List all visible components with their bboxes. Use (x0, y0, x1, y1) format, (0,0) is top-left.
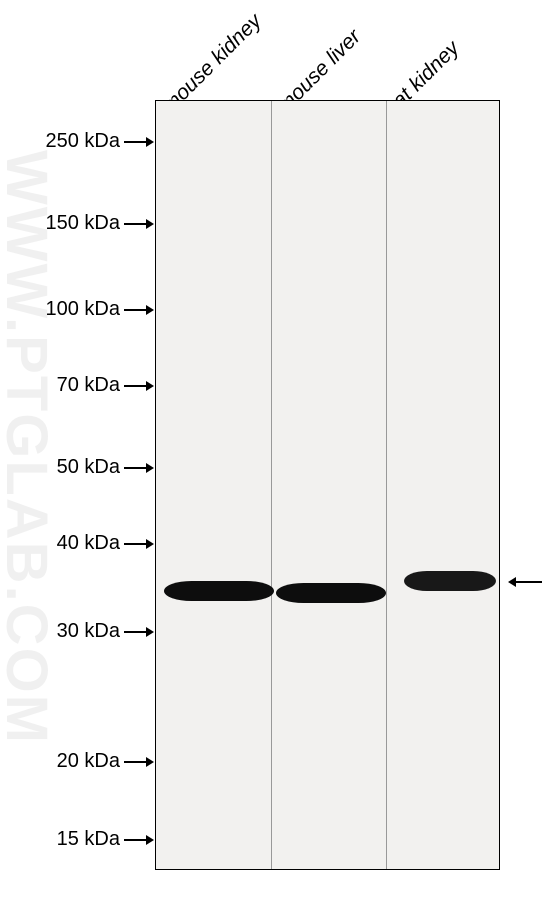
lane-divider (271, 101, 272, 869)
marker-arrow-icon (124, 536, 154, 552)
marker-arrow-icon (124, 378, 154, 394)
marker-label: 70 kDa (57, 374, 120, 397)
marker-label: 50 kDa (57, 456, 120, 479)
protein-band (276, 583, 386, 603)
watermark-text: WWW.PTGLAB.COM (0, 150, 60, 745)
marker-arrow-icon (124, 134, 154, 150)
marker-arrow-icon (124, 754, 154, 770)
marker-label: 250 kDa (46, 130, 121, 153)
marker-arrow-icon (124, 460, 154, 476)
marker-arrow-icon (124, 624, 154, 640)
target-band-arrow-icon (506, 574, 542, 590)
marker-label: 30 kDa (57, 620, 120, 643)
marker-label: 20 kDa (57, 750, 120, 773)
marker-arrow-icon (124, 832, 154, 848)
lane-divider (386, 101, 387, 869)
marker-arrow-icon (124, 216, 154, 232)
marker-arrow-icon (124, 302, 154, 318)
figure-container: WWW.PTGLAB.COM mouse kidney mouse liver … (0, 0, 550, 903)
marker-label: 40 kDa (57, 532, 120, 555)
protein-band (404, 571, 496, 591)
marker-label: 100 kDa (46, 298, 121, 321)
protein-band (164, 581, 274, 601)
blot-membrane (155, 100, 500, 870)
marker-label: 150 kDa (46, 212, 121, 235)
marker-label: 15 kDa (57, 828, 120, 851)
